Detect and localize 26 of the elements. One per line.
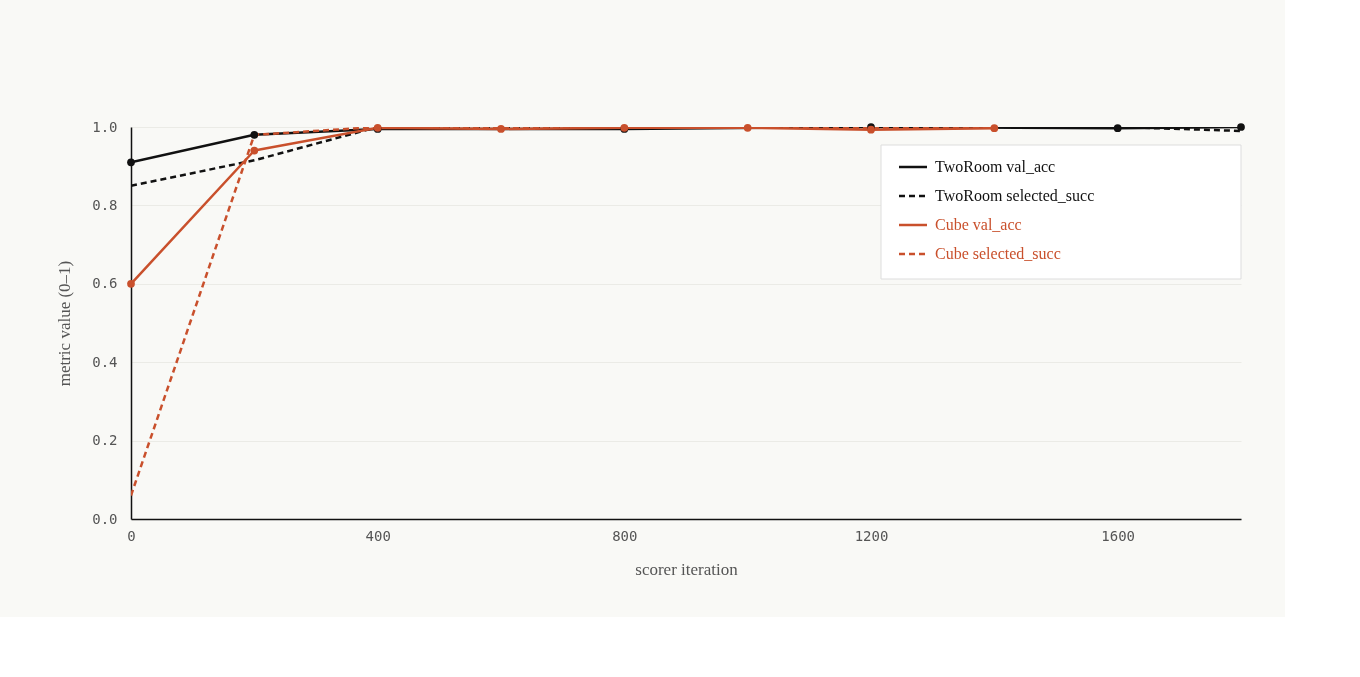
y-tick-label: 0.2 [92,432,118,449]
x-tick-label: 800 [612,527,638,544]
point [127,158,135,167]
x-tick-label: 1200 [854,527,889,544]
point [743,123,752,132]
legend-label: TwoRoom val_acc [935,158,1056,175]
legend-label: TwoRoom selected_succ [935,187,1095,204]
point [497,125,505,133]
point [1237,123,1245,131]
point [250,146,259,155]
point [127,279,135,288]
y-tick-label: 1.0 [92,118,118,135]
x-tick-label: 1600 [1101,527,1136,544]
x-axis-title: scorer iteration [635,559,739,579]
point [990,124,999,133]
y-axis-title: metric value (0–1) [55,260,75,387]
point [1113,124,1122,133]
y-tick-label: 0.8 [92,196,118,213]
x-tick-label: 400 [365,527,391,544]
x-tick-label: 0 [127,527,136,544]
legend-label: Cube selected_succ [935,245,1061,262]
point [250,130,259,139]
legend-label: Cube val_acc [935,216,1022,233]
y-tick-label: 0.6 [92,275,118,292]
y-tick-label: 0.0 [92,510,118,527]
y-tick-label: 0.4 [92,353,118,370]
